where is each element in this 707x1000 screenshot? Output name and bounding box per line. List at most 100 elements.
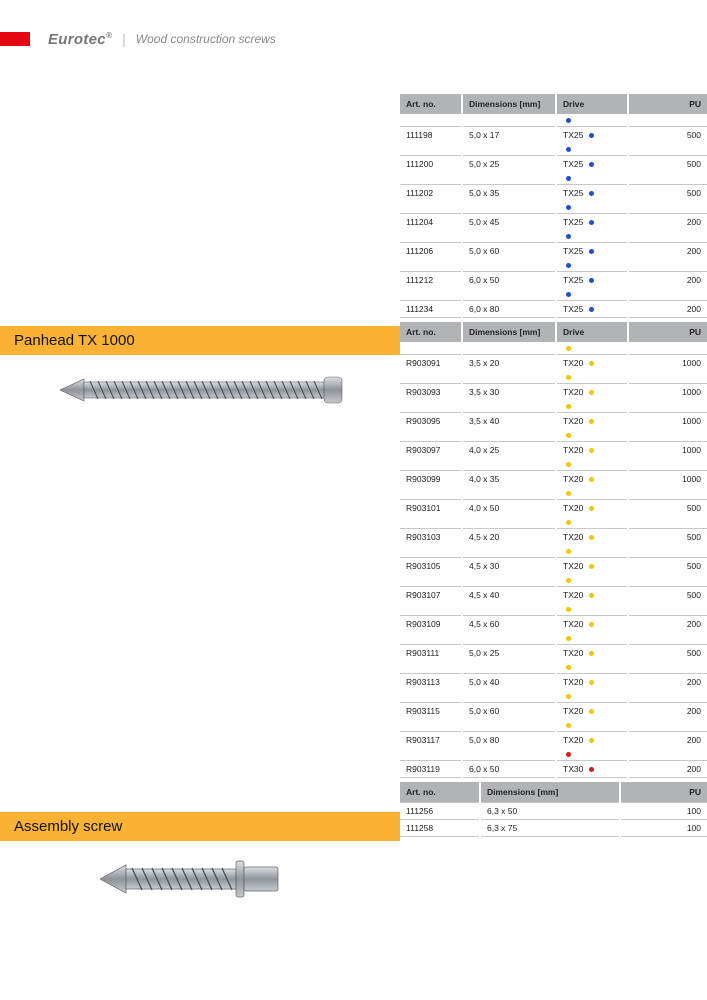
cell-art: R903113 [400, 674, 462, 691]
dot-separator-row [400, 172, 707, 185]
cell-pu: 200 [628, 272, 707, 289]
drive-dot-icon [589, 249, 594, 254]
table-row: R9031074,5 x 40TX20 500 [400, 587, 707, 604]
drive-dot-icon [566, 263, 571, 268]
cell-art: R903115 [400, 703, 462, 720]
cell-pu: 1000 [628, 442, 707, 459]
drive-dot-icon [589, 390, 594, 395]
cell-dim: 6,3 x 75 [480, 820, 620, 837]
drive-dot-icon [589, 307, 594, 312]
drive-dot-icon [566, 665, 571, 670]
dot-separator-row [400, 288, 707, 301]
drive-dot-icon [566, 433, 571, 438]
col-header-drive: Drive [556, 322, 628, 342]
dot-separator-row [400, 400, 707, 413]
table-row: 1112025,0 x 35TX25 500 [400, 185, 707, 202]
cell-dim: 3,5 x 40 [462, 413, 556, 430]
cell-art: R903105 [400, 558, 462, 575]
cell-art: 111204 [400, 214, 462, 231]
drive-dot-icon [566, 636, 571, 641]
cell-dim: 5,0 x 25 [462, 156, 556, 173]
dot-separator-row [400, 632, 707, 645]
cell-art: 111202 [400, 185, 462, 202]
drive-dot-icon [566, 723, 571, 728]
table-row: R9031014,0 x 50TX20 500 [400, 500, 707, 517]
dot-separator-row [400, 114, 707, 127]
drive-dot-icon [589, 767, 594, 772]
table-row: 1112045,0 x 45TX25 200 [400, 214, 707, 231]
table-row: R9031115,0 x 25TX20 500 [400, 645, 707, 662]
dot-separator-row [400, 143, 707, 156]
cell-dim: 3,5 x 30 [462, 384, 556, 401]
cell-pu: 100 [620, 803, 707, 820]
cell-drive: TX20 [556, 384, 628, 401]
cell-pu: 200 [628, 616, 707, 633]
drive-dot-icon [566, 607, 571, 612]
cell-dim: 4,5 x 40 [462, 587, 556, 604]
col-header-art: Art. no. [400, 782, 480, 803]
cell-dim: 6,0 x 50 [462, 272, 556, 289]
table-row: 1112586,3 x 75100 [400, 820, 707, 837]
drive-dot-icon [589, 593, 594, 598]
col-header-dim: Dimensions [mm] [480, 782, 620, 803]
table-row: R9030933,5 x 30TX20 1000 [400, 384, 707, 401]
section-title-assembly: Assembly screw [0, 812, 400, 841]
cell-drive: TX20 [556, 529, 628, 546]
cell-pu: 500 [628, 587, 707, 604]
cell-art: 111234 [400, 301, 462, 318]
divider: | [122, 31, 126, 47]
cell-dim: 5,0 x 45 [462, 214, 556, 231]
cell-pu: 500 [628, 500, 707, 517]
drive-dot-icon [566, 549, 571, 554]
table-row: R9031175,0 x 80TX20 200 [400, 732, 707, 749]
cell-art: R903095 [400, 413, 462, 430]
cell-dim: 4,0 x 50 [462, 500, 556, 517]
dot-separator-row [400, 458, 707, 471]
cell-art: R903111 [400, 645, 462, 662]
dot-separator-row [400, 201, 707, 214]
table-row: R9031196,0 x 50TX30 200 [400, 761, 707, 778]
cell-art: R903093 [400, 384, 462, 401]
table-header-row: Art. no. Dimensions [mm] PU [400, 782, 707, 803]
section-title-panhead: Panhead TX 1000 [0, 326, 400, 355]
col-header-art: Art. no. [400, 322, 462, 342]
drive-dot-icon [589, 738, 594, 743]
drive-dot-icon [566, 176, 571, 181]
cell-drive: TX20 [556, 442, 628, 459]
table-row: R9030974,0 x 25TX20 1000 [400, 442, 707, 459]
table-row: 1111985,0 x 17TX25 500 [400, 127, 707, 144]
table-row: R9030913,5 x 20TX20 1000 [400, 355, 707, 372]
cell-dim: 5,0 x 25 [462, 645, 556, 662]
cell-art: 111198 [400, 127, 462, 144]
table-row: 1112065,0 x 60TX25 200 [400, 243, 707, 260]
cell-dim: 4,0 x 35 [462, 471, 556, 488]
cell-pu: 1000 [628, 355, 707, 372]
col-header-pu: PU [620, 782, 707, 803]
cell-pu: 200 [628, 674, 707, 691]
drive-dot-icon [589, 220, 594, 225]
dot-separator-row [400, 259, 707, 272]
dot-separator-row [400, 545, 707, 558]
cell-drive: TX20 [556, 703, 628, 720]
cell-pu: 1000 [628, 384, 707, 401]
drive-dot-icon [566, 694, 571, 699]
table-header-row: Art. no. Dimensions [mm] Drive PU [400, 94, 707, 114]
drive-dot-icon [566, 491, 571, 496]
panhead-screw-image [60, 369, 400, 414]
cell-art: 111206 [400, 243, 462, 260]
drive-dot-icon [589, 535, 594, 540]
brand-red-block [0, 32, 30, 46]
drive-dot-icon [566, 404, 571, 409]
top-header: Eurotec® | Wood construction screws [0, 0, 707, 54]
table-row: 1112005,0 x 25TX25 500 [400, 156, 707, 173]
col-header-pu: PU [628, 94, 707, 114]
drive-dot-icon [589, 477, 594, 482]
dot-separator-row [400, 690, 707, 703]
drive-dot-icon [566, 205, 571, 210]
cell-art: R903103 [400, 529, 462, 546]
drive-dot-icon [566, 292, 571, 297]
cell-drive: TX25 [556, 272, 628, 289]
cell-pu: 200 [628, 732, 707, 749]
cell-drive: TX20 [556, 500, 628, 517]
cell-drive: TX30 [556, 761, 628, 778]
